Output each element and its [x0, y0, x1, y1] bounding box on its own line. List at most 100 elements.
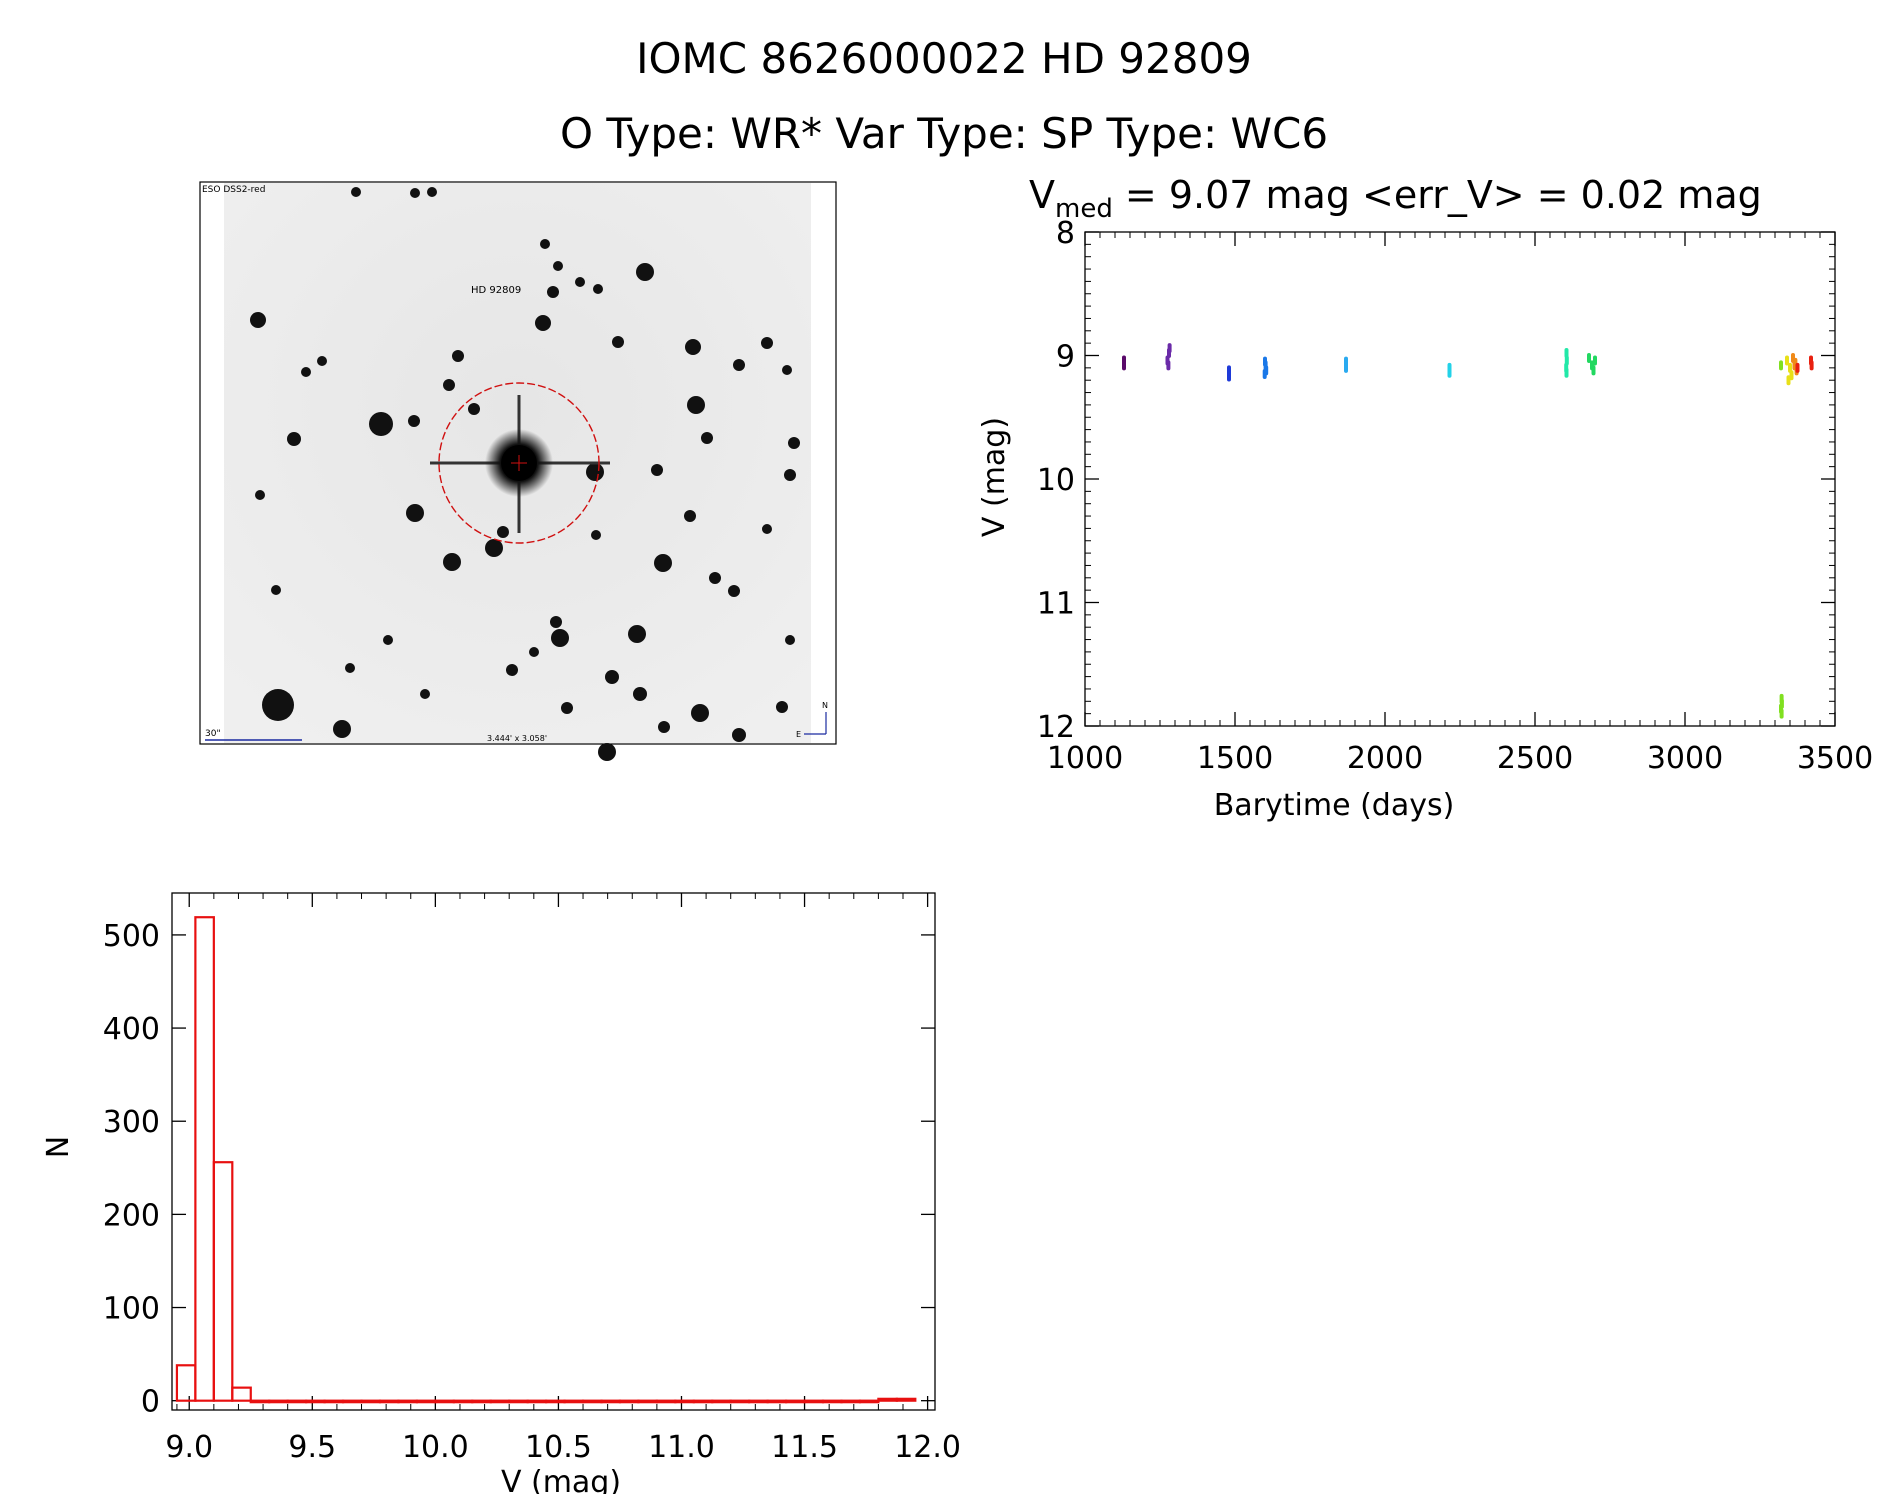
field-star [443, 553, 461, 571]
field-star [709, 572, 721, 584]
histogram-bar [655, 1399, 677, 1404]
field-star [598, 743, 616, 761]
field-star [658, 721, 670, 733]
lc-point [1447, 367, 1452, 378]
scale-label: 30" [205, 729, 221, 739]
field-star [443, 379, 455, 391]
histogram-bar [692, 1399, 714, 1404]
histogram-bar [803, 1399, 825, 1404]
histogram-bar [858, 1399, 880, 1404]
lc-xtick-label: 3000 [1647, 741, 1723, 776]
hist-xtick-label: 12.0 [894, 1430, 961, 1465]
vmed-stat: Vmed = 9.07 mag <err_V> = 0.02 mag [1029, 173, 1762, 224]
field-star [535, 315, 551, 331]
histogram-bar [508, 1399, 529, 1404]
lc-xtick-label: 2000 [1347, 741, 1423, 776]
field-stars [250, 187, 800, 761]
field-star [685, 339, 701, 355]
field-star [383, 635, 393, 645]
histogram-bar [323, 1399, 345, 1404]
hist-frame [171, 892, 936, 1411]
field-star [633, 687, 647, 701]
compass-east: E [796, 730, 801, 739]
field-star [605, 670, 619, 684]
lc-point [1795, 362, 1800, 373]
histogram-axes: 9.0 9.5 10.0 10.5 11.0 11.5 12.0 0 100 200 300 400 5… [103, 892, 961, 1465]
light-curve-plot: Vmed = 9.07 mag <err_V> = 0.02 mag 1000 1… [977, 173, 1873, 823]
hist-ytick-label: 200 [103, 1198, 160, 1233]
lc-xtick-label: 1500 [1197, 741, 1273, 776]
finder-chart: HD 92809 ESO DSS2-red 30" 3.444' x 3.058… [199, 181, 837, 761]
field-star [561, 702, 573, 714]
lc-xtick-label: 2500 [1497, 741, 1573, 776]
field-star [485, 539, 503, 557]
field-star [345, 663, 355, 673]
histogram-bar [249, 1399, 271, 1404]
field-star [408, 415, 420, 427]
hist-xtick-label: 10.5 [525, 1430, 592, 1465]
histogram-bar [600, 1399, 622, 1404]
hist-xtick-label: 10.0 [402, 1430, 469, 1465]
field-star [250, 312, 266, 328]
field-star [547, 286, 559, 298]
histogram-bars [175, 916, 917, 1404]
vmed-subscript: med [1055, 194, 1113, 224]
field-star [468, 403, 480, 415]
histogram-bar [711, 1399, 732, 1404]
field-star [728, 585, 740, 597]
lc-frame [1084, 231, 1836, 727]
field-star [761, 337, 773, 349]
field-star [586, 463, 604, 481]
histogram-bar [489, 1399, 511, 1404]
lc-point [1227, 371, 1231, 382]
hist-ytick-label: 0 [141, 1385, 160, 1420]
lc-point [1167, 343, 1172, 354]
hist-xtick-label: 11.5 [771, 1430, 838, 1465]
field-star [701, 432, 713, 444]
field-star [540, 239, 550, 249]
target-label: HD 92809 [471, 285, 521, 296]
lc-point [1779, 360, 1783, 371]
field-star [301, 367, 311, 377]
field-star [591, 530, 601, 540]
field-star [317, 356, 327, 366]
field-star [788, 437, 800, 449]
field-star [784, 469, 796, 481]
field-star [452, 350, 464, 362]
histogram-bar [360, 1399, 382, 1404]
field-star [506, 664, 518, 676]
field-star [593, 284, 603, 294]
histogram-bar [545, 1399, 566, 1404]
field-star [287, 432, 301, 446]
field-star [776, 701, 788, 713]
lc-xtick-label: 3500 [1797, 741, 1873, 776]
field-star [687, 396, 705, 414]
lc-point [1779, 708, 1784, 719]
lc-point [1564, 367, 1569, 378]
lc-point [1593, 355, 1597, 366]
field-star [654, 554, 672, 572]
hist-ytick-label: 100 [103, 1292, 160, 1327]
target-circle [438, 382, 600, 544]
histogram-bar [175, 1364, 197, 1402]
field-star [271, 585, 281, 595]
light-curve-points [1122, 343, 1814, 719]
light-curve-axes: 1000 1500 2000 2500 3000 3500 8 9 10 11 12 [1037, 216, 1873, 776]
histogram-bar [526, 1399, 548, 1404]
survey-label: ESO DSS2-red [202, 185, 265, 195]
lc-point [1786, 375, 1791, 386]
histogram-bar [471, 1399, 492, 1404]
field-star [497, 526, 509, 538]
hist-xlabel: V (mag) [501, 1465, 621, 1494]
vmed-prefix: V [1029, 173, 1055, 217]
field-star [636, 263, 654, 281]
lc-ytick-label: 9 [1056, 340, 1075, 375]
field-star [406, 504, 424, 522]
compass-north: N [822, 701, 828, 710]
histogram-bar [378, 1399, 400, 1404]
histogram-bar [840, 1399, 862, 1404]
histogram-bar [729, 1399, 751, 1404]
histogram-bar [784, 1399, 806, 1404]
lc-point [1122, 360, 1126, 371]
lc-ytick-label: 12 [1037, 710, 1075, 745]
